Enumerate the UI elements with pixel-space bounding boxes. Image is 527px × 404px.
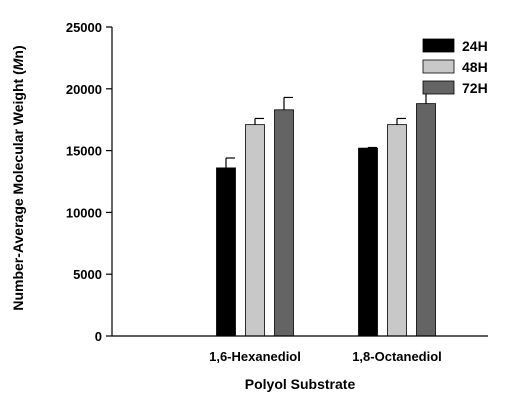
legend-swatch-72h (422, 80, 455, 95)
y-axis-title-suffix: n) (10, 45, 26, 58)
y-axis-title-italic: M (10, 58, 26, 70)
x-axis-title: Polyol Substrate (245, 376, 356, 392)
bar-24h-1 (216, 167, 236, 337)
y-tick-label: 10000 (66, 205, 102, 220)
legend-label-24h: 24H (462, 38, 488, 54)
legend-swatch-48h (422, 59, 455, 74)
legend: 24H 48H 72H (422, 38, 488, 96)
bar-72h-1 (274, 109, 294, 337)
y-tick-label: 20000 (66, 82, 102, 97)
legend-swatch-24h (422, 38, 455, 53)
legend-label-48h: 48H (462, 59, 488, 75)
axes-layer (111, 27, 488, 337)
y-tick-label: 15000 (66, 144, 102, 159)
y-tick-label: 25000 (66, 20, 102, 35)
x-ticks: 1,6-Hexanediol 1,8-Octanediol (209, 349, 442, 364)
bar-48h-2 (387, 124, 407, 337)
y-tick-label: 5000 (73, 267, 102, 282)
bar-48h-1 (245, 124, 265, 337)
legend-label-72h: 72H (462, 80, 488, 96)
bar-72h-2 (416, 103, 436, 337)
y-axis-title: Number-Average Molecular Weight (Mn) (10, 45, 26, 310)
y-axis-title-prefix: Number-Average Molecular Weight ( (10, 70, 26, 311)
x-tick-label: 1,6-Hexanediol (209, 349, 301, 364)
bar-24h-2 (358, 147, 378, 337)
y-tick-label: 0 (95, 329, 102, 344)
x-tick-label: 1,8-Octanediol (352, 349, 442, 364)
bars-layer (216, 103, 436, 337)
y-ticks: 0 5000 10000 15000 20000 25000 (66, 20, 112, 344)
